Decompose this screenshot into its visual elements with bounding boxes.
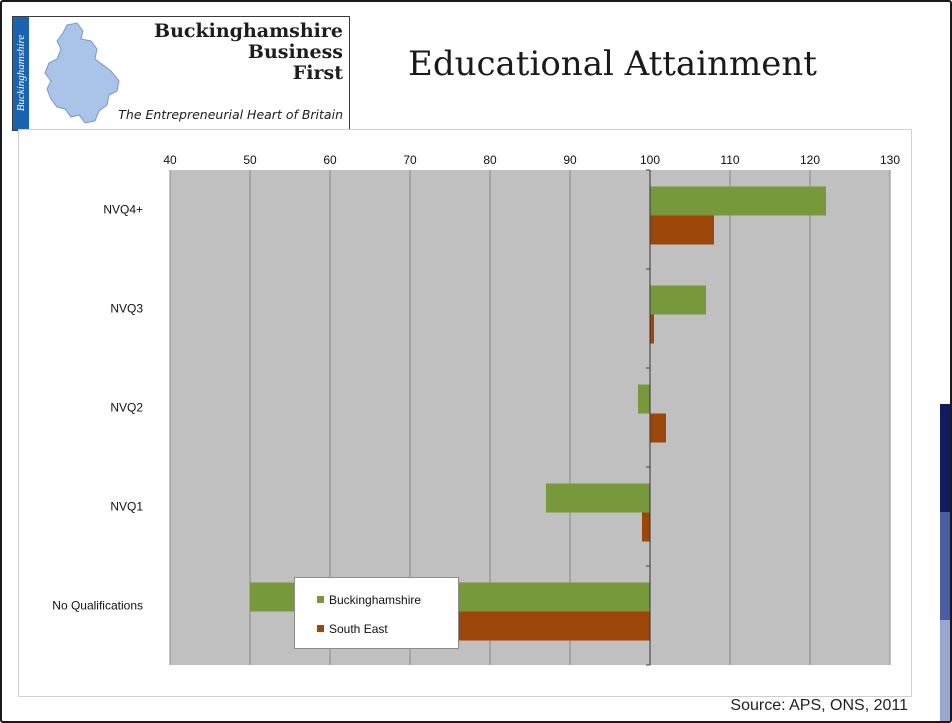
x-tick-label: 120	[800, 153, 820, 167]
logo-company-name: Buckinghamshire Business First	[154, 21, 343, 84]
x-tick-label: 90	[563, 153, 577, 167]
bbf-logo: Buckinghamshire Buckinghamshire Business…	[12, 16, 350, 131]
bar-south-east	[642, 512, 650, 542]
legend-item-buckinghamshire: Buckinghamshire	[317, 593, 421, 607]
bar-buckinghamshire	[650, 285, 706, 315]
category-label: NVQ2	[110, 401, 143, 415]
category-label: NVQ4+	[103, 203, 143, 217]
x-tick-label: 70	[403, 153, 417, 167]
legend-label-south-east: South East	[329, 622, 388, 636]
accent-bar-mid	[940, 512, 950, 620]
legend-label-buckinghamshire: Buckinghamshire	[329, 593, 422, 607]
x-tick-label: 50	[243, 153, 257, 167]
bar-south-east	[650, 314, 654, 344]
cropped-chart-title: · · · · · · · · · · · · · · · · · · · · …	[192, 123, 852, 131]
logo-tagline: The Entrepreneurial Heart of Britain	[118, 107, 343, 122]
logo-side-text: Buckinghamshire	[15, 34, 27, 112]
bar-buckinghamshire	[650, 186, 826, 216]
bar-south-east	[450, 611, 650, 641]
x-tick-label: 130	[880, 153, 900, 167]
accent-bar-dark	[940, 404, 950, 512]
bar-south-east	[650, 215, 714, 245]
category-label: NVQ3	[110, 302, 143, 316]
logo-strip: Buckinghamshire	[13, 17, 29, 130]
logo-name-line-3: First	[292, 62, 343, 84]
legend-swatch-south-east	[317, 625, 324, 633]
legend-item-south-east: South East	[317, 622, 388, 636]
category-label: No Qualifications	[52, 599, 143, 613]
x-tick-label: 110	[720, 153, 739, 167]
chart-panel: 40 50 60 70 80 90 100 110 120 130 NVQ4+ NVQ3 NVQ2 NVQ…	[18, 129, 912, 697]
logo-name-line-1: Buckinghamshire	[154, 20, 343, 42]
chart-legend: Buckinghamshire South East	[294, 577, 459, 649]
x-tick-label: 40	[163, 153, 177, 167]
county-map-icon	[44, 22, 120, 124]
bar-buckinghamshire	[546, 483, 650, 513]
logo-name-line-2: Business	[247, 41, 343, 63]
slide-title: Educational Attainment	[408, 44, 817, 84]
bar-buckinghamshire	[638, 384, 650, 414]
legend-swatch-buckinghamshire	[317, 596, 324, 604]
x-tick-label: 60	[323, 153, 337, 167]
category-label: NVQ1	[110, 500, 143, 514]
accent-bar-light	[940, 620, 950, 721]
source-note: Source: APS, ONS, 2011	[730, 697, 908, 714]
x-tick-label: 80	[483, 153, 497, 167]
attainment-chart: 40 50 60 70 80 90 100 110 120 130 NVQ4+ NVQ3 NVQ2 NVQ…	[52, 153, 900, 666]
x-tick-label: 100	[640, 153, 660, 167]
bar-south-east	[650, 413, 666, 443]
